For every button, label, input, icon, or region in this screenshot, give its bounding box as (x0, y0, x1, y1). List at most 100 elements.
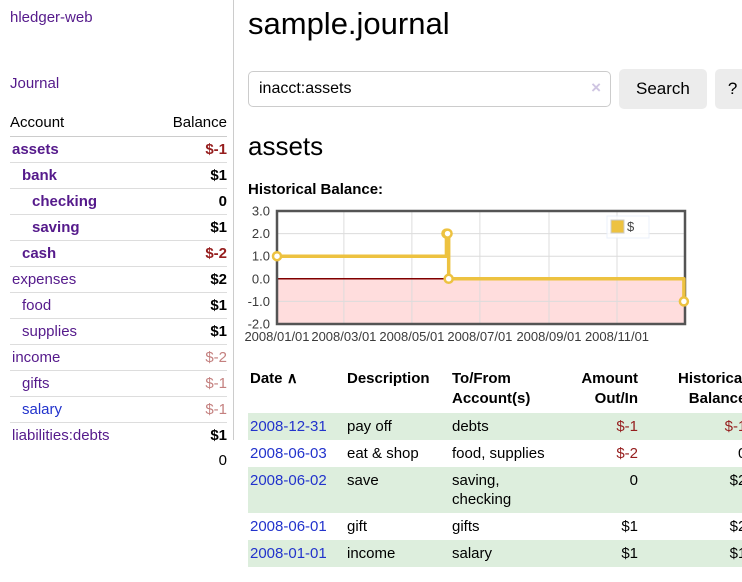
account-link[interactable]: supplies (22, 323, 78, 340)
svg-text:2008/11/01: 2008/11/01 (585, 329, 649, 344)
register-cell-amount: $1 (621, 545, 638, 562)
register-header-balance: Historical Balance (642, 367, 742, 413)
register-cell-accounts: saving, checking (452, 472, 512, 508)
account-balance: $1 (150, 214, 227, 241)
register-cell-balance: $-1 (724, 418, 742, 435)
app-title-link[interactable]: hledger-web (10, 9, 93, 26)
transaction-date-link[interactable]: 2008-06-02 (250, 472, 327, 489)
accounts-header-row: Account Balance (10, 110, 227, 137)
balance-header-line1: Historical (677, 370, 742, 387)
amount-header-line2: Out/In (594, 390, 638, 407)
svg-text:0.0: 0.0 (252, 271, 270, 286)
register-cell-balance: $1 (729, 545, 742, 562)
date-header-label: Date (250, 370, 283, 387)
account-balance: $-2 (150, 240, 227, 267)
app-window: hledger-web Journal Account Balance asse… (0, 0, 742, 567)
sort-ascending-icon: ∧ (286, 370, 298, 387)
account-link[interactable]: expenses (12, 271, 77, 288)
account-link[interactable]: income (12, 349, 61, 366)
account-link[interactable]: checking (32, 193, 98, 210)
account-row: assets $-1 (10, 137, 227, 163)
register-cell-amount: $-1 (616, 418, 638, 435)
register-header-amount: Amount Out/In (562, 367, 642, 413)
chart-data-point (442, 228, 453, 239)
account-link[interactable]: salary (22, 401, 63, 418)
help-button[interactable]: ? (714, 69, 742, 109)
search-input[interactable] (248, 71, 611, 107)
accounts-header-line1: To/From (452, 370, 511, 387)
search-bar: × Search ? (248, 69, 742, 109)
search-button[interactable]: Search (619, 69, 707, 109)
register-cell-balance: $2 (729, 472, 742, 489)
transaction-date-link[interactable]: 2008-12-31 (250, 418, 327, 435)
balance-header-line2: Balance (688, 390, 742, 407)
sidebar-item-journal[interactable]: Journal (10, 75, 60, 92)
account-link[interactable]: gifts (22, 375, 50, 392)
register-cell-accounts: debts (452, 418, 489, 435)
account-balance: 0 (150, 188, 227, 215)
account-row: checking 0 (10, 188, 227, 215)
account-balance: $1 (150, 422, 227, 448)
register-header-date[interactable]: Date ∧ (248, 367, 345, 413)
account-row: supplies $1 (10, 318, 227, 345)
account-heading: assets (248, 131, 324, 161)
register-header-accounts: To/From Account(s) (450, 367, 562, 413)
transaction-date-link[interactable]: 2008-06-01 (250, 518, 327, 535)
register-cell-accounts: gifts (452, 518, 480, 535)
register-header-row: Date ∧ Description To/From Account(s) Amo… (248, 367, 742, 413)
accounts-total-spacer (10, 448, 150, 473)
account-link[interactable]: assets (12, 141, 59, 158)
account-link[interactable]: liabilities:debts (12, 427, 110, 444)
transaction-date-link[interactable]: 2008-06-03 (250, 445, 327, 462)
account-row: bank $1 (10, 162, 227, 189)
account-link[interactable]: food (22, 297, 52, 314)
accounts-table: Account Balance assets $-1 bank $1 checking 0… (10, 110, 227, 473)
account-balance: $-1 (150, 396, 227, 423)
svg-text:-2.0: -2.0 (248, 317, 270, 332)
accounts-total-value: 0 (218, 452, 227, 469)
svg-text:2008/09/01: 2008/09/01 (516, 329, 581, 344)
register-cell-amount: $-2 (616, 445, 638, 462)
register-cell-balance: 0 (738, 445, 742, 462)
register-table-body: 2008-12-31 pay off debts $-1 $-1 2008-06-03 ea… (248, 413, 742, 567)
account-balance: $1 (150, 162, 227, 189)
register-row: 2008-12-31 pay off debts $-1 $-1 (248, 413, 742, 440)
accounts-table-body: assets $-1 bank $1 checking 0 saving $1 cash $-2 e… (10, 137, 227, 448)
account-row: gifts $-1 (10, 370, 227, 397)
account-balance: $2 (150, 266, 227, 293)
svg-text:1.0: 1.0 (252, 249, 270, 264)
svg-text:2008/05/01: 2008/05/01 (379, 329, 444, 344)
account-row: salary $-1 (10, 396, 227, 423)
register-cell-accounts: food, supplies (452, 445, 545, 462)
account-row: food $1 (10, 292, 227, 319)
amount-header-line1: Amount (581, 370, 638, 387)
accounts-header-account: Account (10, 110, 151, 137)
sidebar: hledger-web Journal Account Balance asse… (0, 0, 234, 469)
legend-swatch (610, 219, 625, 234)
account-row: saving $1 (10, 214, 227, 241)
svg-text:-1.0: -1.0 (248, 294, 270, 309)
register-row: 2008-01-01 income salary $1 $1 (248, 540, 742, 567)
transaction-date-link[interactable]: 2008-01-01 (250, 545, 327, 562)
svg-text:2008/07/01: 2008/07/01 (447, 329, 512, 344)
chart-legend: $ (606, 215, 650, 239)
account-link[interactable]: cash (22, 245, 57, 262)
clear-search-icon[interactable]: × (591, 78, 601, 97)
account-row: liabilities:debts $1 (10, 422, 227, 448)
account-link[interactable]: saving (32, 219, 80, 236)
register-cell-accounts: salary (452, 545, 493, 562)
register-row: 2008-06-03 eat & shop food, supplies $-2 0 (248, 440, 742, 467)
account-row: income $-2 (10, 344, 227, 371)
svg-text:2008/03/01: 2008/03/01 (311, 329, 376, 344)
historical-balance-chart: $3.0 2.0 1.0 0.0 -1.0 -2.0 2008/01/01 2008/03/0… (241, 204, 742, 347)
account-balance: $-2 (150, 344, 227, 371)
register-row: 2008-06-01 gift gifts $1 $2 (248, 513, 742, 540)
account-link[interactable]: bank (22, 167, 58, 184)
register-table: Date ∧ Description To/From Account(s) Amo… (248, 367, 742, 567)
legend-label: $ (627, 219, 635, 234)
accounts-header-balance: Balance (150, 110, 227, 137)
search-input-wrap: × (248, 71, 611, 107)
accounts-header-line2: Account(s) (452, 390, 531, 407)
svg-text:3.0: 3.0 (252, 204, 270, 219)
register-cell-amount: 0 (629, 472, 638, 489)
